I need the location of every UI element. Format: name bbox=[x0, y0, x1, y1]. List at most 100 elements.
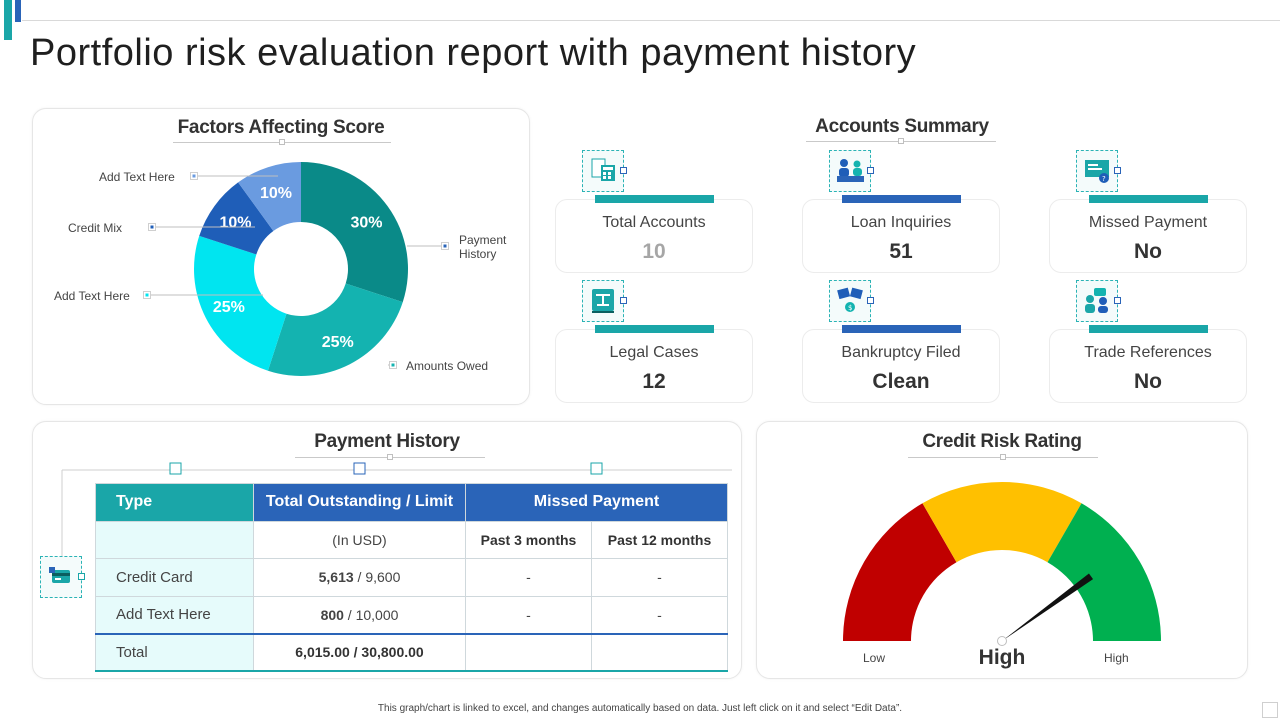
loan-meeting-icon bbox=[829, 150, 874, 192]
legend-add-text-2: Add Text Here bbox=[99, 170, 175, 184]
header-missed: Missed Payment bbox=[465, 483, 728, 522]
gauge-band-green bbox=[1047, 503, 1161, 641]
account-card-bankruptcy-filed: Bankruptcy Filed Clean bbox=[802, 329, 1000, 403]
legend-marker-dot bbox=[150, 225, 154, 229]
donut-slice[interactable] bbox=[238, 162, 301, 231]
total-p12 bbox=[591, 632, 728, 672]
legend-add-text-1: Add Text Here bbox=[54, 289, 130, 303]
row-type: Add Text Here bbox=[95, 595, 254, 634]
row-p12: - bbox=[591, 595, 728, 634]
top-rule bbox=[22, 20, 1280, 21]
table-total-row: Total 6,015.00 / 30,800.00 bbox=[95, 632, 728, 672]
header-outstanding: Total Outstanding / Limit bbox=[253, 483, 466, 522]
account-label: Missed Payment bbox=[1088, 214, 1208, 231]
credit-risk-title-rule bbox=[908, 454, 1098, 460]
account-label: Legal Cases bbox=[609, 344, 699, 361]
row-p3: - bbox=[465, 558, 592, 597]
table-row: Add Text Here 800 / 10,000 - - bbox=[95, 595, 728, 634]
donut-slice[interactable] bbox=[301, 162, 409, 303]
donut-slice-label: 25% bbox=[213, 299, 245, 316]
payment-history-title: Payment History bbox=[314, 431, 460, 452]
accounts-title-rule bbox=[806, 138, 996, 144]
gauge-band-yellow bbox=[922, 482, 1082, 563]
factors-title-rule bbox=[173, 139, 391, 145]
gauge-low-label: Low bbox=[863, 651, 886, 665]
account-value: No bbox=[1134, 240, 1162, 263]
account-card-missed-payment: Missed Payment No bbox=[1049, 199, 1247, 273]
gauge-band-red bbox=[843, 503, 957, 641]
account-card-loan-inquiries: Loan Inquiries 51 bbox=[802, 199, 1000, 273]
donut-slice[interactable] bbox=[267, 283, 403, 377]
legend-amounts-owed: Amounts Owed bbox=[406, 359, 489, 373]
payment-history-title-rule bbox=[295, 454, 485, 460]
row-p3: - bbox=[465, 595, 592, 634]
subheader-usd: (In USD) bbox=[253, 520, 466, 559]
accounts-title: Accounts Summary bbox=[815, 116, 989, 137]
subheader-p12: Past 12 months bbox=[591, 520, 728, 559]
account-card-trade-references: Trade References No bbox=[1049, 329, 1247, 403]
footer-note: This graph/chart is linked to excel, and… bbox=[377, 703, 903, 714]
title-accent-blue bbox=[15, 0, 21, 22]
page-title: Portfolio risk evaluation report with pa… bbox=[30, 32, 917, 74]
account-accent-bar bbox=[842, 195, 961, 203]
gauge-rating-value: High bbox=[978, 646, 1026, 669]
account-value: 10 bbox=[642, 240, 666, 263]
donut-slice-label: 25% bbox=[322, 334, 354, 351]
account-accent-bar bbox=[595, 325, 714, 333]
account-card-total-accounts: Total Accounts 10 bbox=[555, 199, 753, 273]
score-donut-chart[interactable]: 30%25%25%10%10% bbox=[33, 109, 531, 406]
donut-slice[interactable] bbox=[193, 235, 287, 371]
credit-risk-gauge[interactable] bbox=[757, 422, 1249, 680]
row-type: Credit Card bbox=[95, 558, 254, 597]
bankruptcy-money-icon: $ bbox=[829, 280, 874, 322]
missed-bill-icon: ? bbox=[1076, 150, 1121, 192]
account-label: Loan Inquiries bbox=[850, 214, 952, 231]
account-accent-bar bbox=[842, 325, 961, 333]
gauge-hub bbox=[997, 636, 1007, 646]
row-p12: - bbox=[591, 558, 728, 597]
factors-panel: Factors Affecting Score 30% 25% 25% 10% 10% … bbox=[32, 108, 530, 405]
total-p3 bbox=[465, 632, 592, 672]
title-accent-teal bbox=[4, 0, 12, 40]
total-label: Total bbox=[95, 632, 254, 672]
slide-corner-box bbox=[1262, 702, 1278, 718]
svg-text:$: $ bbox=[848, 304, 852, 312]
trade-people-icon bbox=[1076, 280, 1121, 322]
legend-payment-history: Payment History bbox=[459, 233, 507, 261]
gauge-high-label: High bbox=[1104, 651, 1129, 665]
row-outstanding: 5,613 / 9,600 bbox=[253, 558, 466, 597]
donut-slice[interactable] bbox=[199, 182, 274, 255]
account-accent-bar bbox=[1089, 325, 1208, 333]
legend-credit-mix: Credit Mix bbox=[68, 221, 123, 235]
account-accent-bar bbox=[1089, 195, 1208, 203]
credit-card-icon bbox=[40, 556, 85, 598]
header-type: Type bbox=[95, 483, 254, 522]
subheader-p3: Past 3 months bbox=[465, 520, 592, 559]
credit-risk-panel: Credit Risk Rating Low High High bbox=[756, 421, 1248, 679]
account-value: 12 bbox=[642, 370, 666, 393]
subheader-empty bbox=[95, 520, 254, 559]
account-label: Bankruptcy Filed bbox=[841, 344, 961, 361]
donut-slice-label: 10% bbox=[260, 185, 292, 202]
donut-slice-label: 30% bbox=[351, 214, 383, 231]
gauge-needle bbox=[1002, 573, 1094, 641]
legend-marker-dot bbox=[443, 244, 447, 248]
account-value: Clean bbox=[872, 370, 930, 393]
credit-risk-title: Credit Risk Rating bbox=[922, 431, 1082, 452]
calculator-document-icon bbox=[582, 150, 627, 192]
legend-marker-dot bbox=[391, 363, 395, 367]
factors-title: Factors Affecting Score bbox=[177, 117, 385, 138]
account-card-legal-cases: Legal Cases 12 bbox=[555, 329, 753, 403]
account-value: No bbox=[1134, 370, 1162, 393]
account-label: Trade References bbox=[1084, 344, 1212, 361]
account-value: 51 bbox=[889, 240, 913, 263]
account-accent-bar bbox=[595, 195, 714, 203]
legend-marker-dot bbox=[145, 293, 149, 297]
row-outstanding: 800 / 10,000 bbox=[253, 595, 466, 634]
legal-book-icon bbox=[582, 280, 627, 322]
total-value: 6,015.00 / 30,800.00 bbox=[253, 632, 466, 672]
payment-history-table: Type Total Outstanding / Limit Missed Pa… bbox=[95, 483, 728, 672]
account-label: Total Accounts bbox=[602, 214, 706, 231]
legend-marker-dot bbox=[192, 174, 196, 178]
